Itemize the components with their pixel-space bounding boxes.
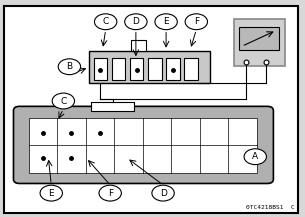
Text: A: A <box>252 152 258 161</box>
Circle shape <box>155 14 177 30</box>
Bar <box>130 58 143 80</box>
Text: F: F <box>108 189 113 198</box>
Text: D: D <box>132 17 139 26</box>
Bar <box>91 102 134 111</box>
Bar <box>29 118 257 173</box>
Text: C: C <box>60 97 66 105</box>
Circle shape <box>244 149 267 165</box>
Circle shape <box>125 14 147 30</box>
Bar <box>131 40 146 51</box>
Circle shape <box>99 185 121 201</box>
Bar <box>239 27 279 50</box>
Text: C: C <box>102 17 109 26</box>
Text: E: E <box>48 189 54 198</box>
Bar <box>234 18 285 66</box>
Circle shape <box>152 185 174 201</box>
Text: E: E <box>163 17 169 26</box>
Circle shape <box>95 14 117 30</box>
Text: 0TC4218BS1  C: 0TC4218BS1 C <box>246 205 295 210</box>
Bar <box>112 58 125 80</box>
Text: F: F <box>194 17 199 26</box>
Circle shape <box>185 14 207 30</box>
Bar <box>94 58 107 80</box>
Bar <box>148 58 162 80</box>
Text: B: B <box>66 62 73 71</box>
Bar <box>184 58 198 80</box>
Bar <box>89 51 210 83</box>
Text: D: D <box>160 189 167 198</box>
FancyBboxPatch shape <box>13 106 273 184</box>
Bar <box>166 58 180 80</box>
Circle shape <box>58 59 81 75</box>
Circle shape <box>40 185 63 201</box>
Circle shape <box>52 93 74 109</box>
